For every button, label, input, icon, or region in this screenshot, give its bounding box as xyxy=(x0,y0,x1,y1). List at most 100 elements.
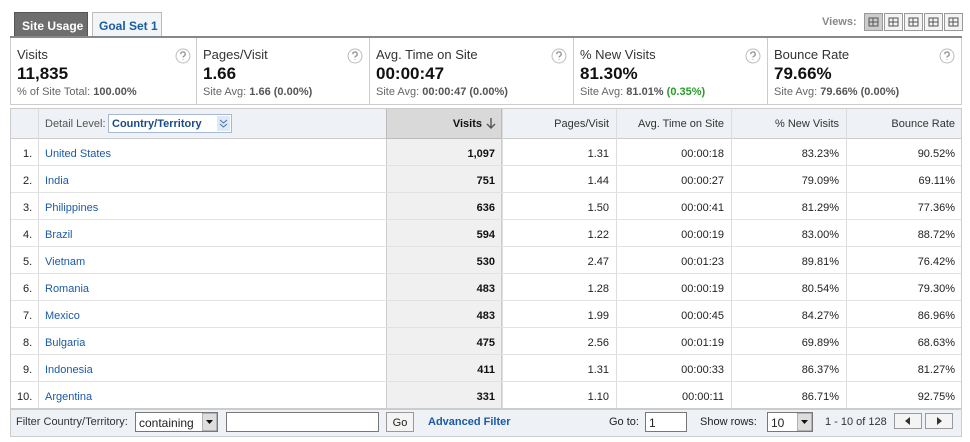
cell: 00:00:33 xyxy=(681,364,724,376)
row-index: 2. xyxy=(23,175,33,187)
summary-box: % New Visits 81.30% Site Avg: 81.01% (0.35… xyxy=(574,38,768,105)
row-index: 8. xyxy=(23,337,33,349)
row-line xyxy=(10,246,962,247)
view-icon[interactable] xyxy=(904,13,923,31)
cell: 331 xyxy=(476,391,495,403)
cell: 483 xyxy=(476,310,495,322)
advanced-filter-link[interactable]: Advanced Filter xyxy=(428,416,511,428)
cell: 79.30% xyxy=(917,283,955,295)
cell: 90.52% xyxy=(917,148,955,160)
summary-box: Pages/Visit 1.66 Site Avg: 1.66 (0.00%) xyxy=(197,38,370,105)
metric-label: Bounce Rate xyxy=(774,47,850,62)
row-line xyxy=(10,327,962,328)
view-icon[interactable] xyxy=(944,13,963,31)
detail-select[interactable]: Country/Territory xyxy=(108,114,232,133)
metric-value: 00:00:47 xyxy=(376,64,445,83)
country-link[interactable]: India xyxy=(45,175,69,187)
cell: 86.96% xyxy=(917,310,955,322)
col-header[interactable]: % New Visits xyxy=(775,118,839,130)
row-line xyxy=(10,273,962,274)
tab-active[interactable]: Site Usage xyxy=(14,12,88,38)
row-index: 10. xyxy=(17,391,33,403)
help-icon[interactable] xyxy=(939,48,955,64)
next-button[interactable] xyxy=(925,413,953,429)
cell: 1.28 xyxy=(587,283,609,295)
cell: 1.31 xyxy=(587,148,609,160)
view-icon[interactable] xyxy=(884,13,903,31)
cell: 1.10 xyxy=(587,391,609,403)
cell: 1,097 xyxy=(467,148,495,160)
cell: 68.63% xyxy=(917,337,955,349)
col-header[interactable]: Pages/Visit xyxy=(554,118,609,130)
country-link[interactable]: Argentina xyxy=(45,391,93,403)
metric-sub: % of Site Total: 100.00% xyxy=(17,86,137,98)
cell: 83.23% xyxy=(801,148,839,160)
col-header[interactable]: Avg. Time on Site xyxy=(637,118,724,130)
dropdown-icon[interactable] xyxy=(217,116,230,131)
cell: 00:00:18 xyxy=(681,148,724,160)
help-icon[interactable] xyxy=(347,48,363,64)
cell: 00:00:41 xyxy=(681,202,724,214)
col-divider xyxy=(731,108,732,409)
filter-select[interactable]: containing xyxy=(135,412,218,432)
country-link[interactable]: Bulgaria xyxy=(45,337,86,349)
col-header[interactable]: Bounce Rate xyxy=(891,118,955,130)
cell: 81.27% xyxy=(917,364,955,376)
metric-value: 81.30% xyxy=(580,64,638,83)
cell: 530 xyxy=(476,256,495,268)
cell: 86.71% xyxy=(801,391,839,403)
cell: 00:00:45 xyxy=(681,310,724,322)
row-line xyxy=(10,165,962,166)
cell: 00:01:23 xyxy=(681,256,724,268)
index-col-divider xyxy=(38,108,39,409)
table-border xyxy=(10,108,962,409)
metric-sub: Site Avg: 1.66 (0.00%) xyxy=(203,86,312,98)
col-divider xyxy=(846,108,847,409)
cell: 2.47 xyxy=(587,256,609,268)
sub-value: 00:00:47 (0.00%) xyxy=(422,86,508,98)
help-icon[interactable] xyxy=(175,48,191,64)
country-link[interactable]: Indonesia xyxy=(45,364,93,376)
row-line xyxy=(10,300,962,301)
metric-sub: Site Avg: 81.01% (0.35%) xyxy=(580,86,705,98)
help-icon[interactable] xyxy=(745,48,761,64)
range-text: 1 - 10 of 128 xyxy=(825,416,887,428)
country-link[interactable]: Vietnam xyxy=(45,256,86,268)
metric-label: Avg. Time on Site xyxy=(376,47,478,62)
cell: 1.44 xyxy=(587,175,609,187)
cell: 636 xyxy=(476,202,495,214)
sub-label: % of Site Total: xyxy=(17,86,91,98)
country-link[interactable]: Romania xyxy=(45,283,90,295)
row-index: 9. xyxy=(23,364,33,376)
cell: 594 xyxy=(476,229,495,241)
prev-button[interactable] xyxy=(894,413,922,429)
select-arrow xyxy=(796,412,813,432)
cell: 89.81% xyxy=(801,256,839,268)
cell: 411 xyxy=(477,364,495,376)
col-divider xyxy=(616,108,617,409)
country-link[interactable]: Mexico xyxy=(45,310,80,322)
view-icon[interactable] xyxy=(924,13,943,31)
cell: 76.42% xyxy=(917,256,955,268)
col-header[interactable]: Visits xyxy=(452,118,482,130)
go-button[interactable]: Go xyxy=(386,412,414,432)
help-icon[interactable] xyxy=(551,48,567,64)
country-link[interactable]: United States xyxy=(45,148,112,160)
goto-input[interactable]: 1 xyxy=(645,412,687,432)
sub-label: Site Avg: xyxy=(774,86,818,98)
cell: 475 xyxy=(476,337,495,349)
cell: 1.99 xyxy=(587,310,609,322)
country-link[interactable]: Philippines xyxy=(45,202,99,214)
filter-input[interactable] xyxy=(226,412,379,432)
country-link[interactable]: Brazil xyxy=(45,229,73,241)
tab[interactable]: Goal Set 1 xyxy=(92,12,162,37)
metric-sub: Site Avg: 00:00:47 (0.00%) xyxy=(376,86,508,98)
metric-value: 1.66 xyxy=(203,64,237,83)
metric-sub: Site Avg: 79.66% (0.00%) xyxy=(774,86,899,98)
cell: 92.75% xyxy=(917,391,955,403)
tab-rule xyxy=(10,36,962,38)
view-icon[interactable] xyxy=(864,13,883,31)
summary-box: Bounce Rate 79.66% Site Avg: 79.66% (0.00%… xyxy=(768,38,962,105)
cell: 69.89% xyxy=(801,337,839,349)
sub-value: 81.01% xyxy=(626,86,664,98)
